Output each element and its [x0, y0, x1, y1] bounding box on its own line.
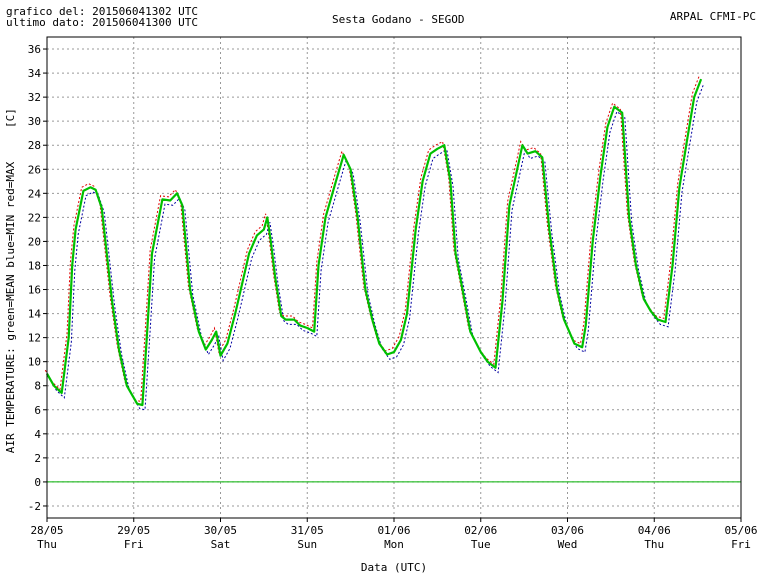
y-tick-label: 34 [28, 67, 42, 80]
chart-grid [47, 37, 741, 518]
x-tick-day: Thu [644, 538, 664, 551]
x-tick-date: 28/05 [30, 524, 63, 537]
y-axis-unit: [C] [4, 108, 17, 128]
y-tick-label: 18 [28, 259, 41, 272]
x-tick-day: Mon [384, 538, 404, 551]
y-tick-label: 14 [28, 308, 42, 321]
y-tick-label: 10 [28, 356, 41, 369]
series-mean-line [46, 78, 703, 407]
x-tick-date: 30/05 [204, 524, 237, 537]
y-tick-label: -2 [28, 500, 41, 513]
y-tick-label: 12 [28, 332, 41, 345]
x-tick-date: 05/06 [724, 524, 757, 537]
source-label: ARPAL CFMI-PC [669, 10, 756, 23]
y-tick-label: 22 [28, 211, 41, 224]
y-tick-label: 36 [28, 43, 41, 56]
y-axis-label: AIR TEMPERATURE: green=MEAN blue=MIN red… [4, 161, 17, 453]
header-left: grafico del: 201506041302 UTC ultimo dato… [6, 6, 198, 28]
y-tick-label: 28 [28, 139, 41, 152]
x-tick-day: Sat [211, 538, 231, 551]
x-tick-date: 04/06 [638, 524, 671, 537]
y-tick-label: 16 [28, 284, 41, 297]
y-tick-label: 20 [28, 235, 41, 248]
y-tick-label: 6 [34, 404, 41, 417]
x-tick-day: Fri [124, 538, 144, 551]
y-tick-label: 0 [34, 476, 41, 489]
chart-title: Sesta Godano - SEGOD [332, 13, 465, 26]
y-tick-label: 24 [28, 187, 42, 200]
y-tick-label: 2 [34, 452, 41, 465]
y-tick-label: 30 [28, 115, 41, 128]
x-tick-day: Wed [558, 538, 578, 551]
x-tick-day: Fri [731, 538, 751, 551]
y-tick-label: 32 [28, 91, 41, 104]
y-tick-label: 4 [34, 428, 41, 441]
graph-time-text: grafico del: 201506041302 UTC [6, 5, 199, 18]
x-tick-date: 01/06 [377, 524, 410, 537]
x-axis-label: Data (UTC) [361, 561, 427, 574]
x-tick-date: 29/05 [117, 524, 150, 537]
y-tick-label: 26 [28, 163, 41, 176]
series-min-line [49, 83, 705, 411]
series-lines [44, 75, 705, 411]
x-tick-day: Sun [297, 538, 317, 551]
series-max-line [44, 75, 700, 403]
x-tick-day: Tue [471, 538, 491, 551]
y-tick-label: 8 [34, 380, 41, 393]
x-tick-day: Thu [37, 538, 57, 551]
x-tick-date: 03/06 [551, 524, 584, 537]
last-data-text: ultimo dato: 201506041300 UTC [6, 16, 199, 29]
x-tick-date: 02/06 [464, 524, 497, 537]
x-tick-date: 31/05 [291, 524, 324, 537]
x-axis: 28/05Thu29/05Fri30/05Sat31/05Sun01/06Mon… [30, 518, 758, 551]
